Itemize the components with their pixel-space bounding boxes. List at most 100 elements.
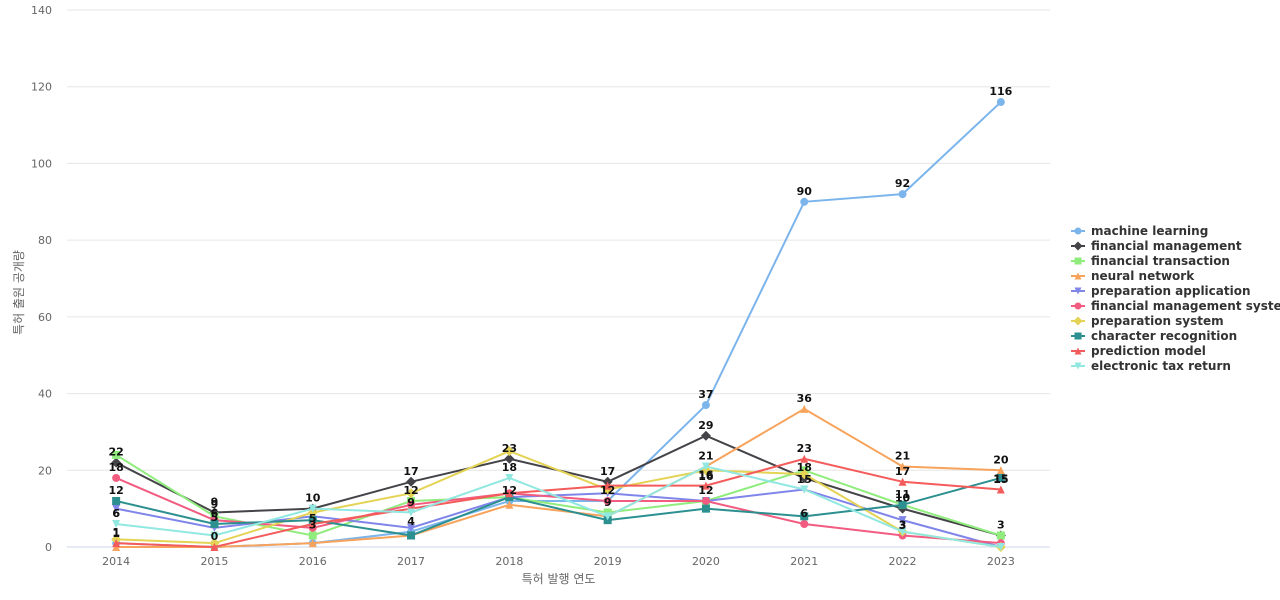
data-point[interactable] [701,504,710,513]
series-electronic-tax-return[interactable] [112,462,1005,551]
data-point[interactable] [898,190,907,199]
data-point[interactable] [701,481,710,490]
data-point[interactable] [505,500,514,509]
series-group [111,98,1006,552]
data-label: 92 [895,177,910,190]
data-point[interactable] [800,454,809,463]
data-point[interactable] [898,527,907,536]
data-point[interactable] [800,485,809,494]
data-point[interactable] [210,519,219,528]
data-point[interactable] [112,496,121,505]
data-point[interactable] [996,485,1005,494]
data-point[interactable] [210,531,219,540]
data-point[interactable] [800,404,809,413]
data-point[interactable] [799,469,810,480]
data-point[interactable] [996,98,1005,107]
legend-label: neural network [1091,269,1195,283]
gridlines [67,9,1050,548]
legend-item[interactable]: preparation system [1071,314,1224,328]
data-point[interactable] [111,457,122,468]
data-label: 1 [112,527,120,540]
data-point[interactable] [800,197,809,206]
data-point[interactable] [407,531,416,540]
data-point[interactable] [996,531,1005,540]
data-label: 6 [211,507,219,520]
data-point[interactable] [504,453,515,464]
legend-item[interactable]: prediction model [1071,344,1206,358]
legend-item[interactable]: electronic tax return [1071,359,1231,373]
data-point[interactable] [898,500,907,509]
series-neural-network[interactable] [112,404,1005,551]
series-line[interactable] [116,465,1002,548]
series-line[interactable] [116,450,1002,548]
legend-marker [1074,347,1082,355]
data-point[interactable] [996,543,1005,551]
data-label: 12 [502,484,517,497]
data-point[interactable] [701,401,710,410]
series-line[interactable] [116,101,1002,549]
x-axis-title: 특허 발행 연도 [522,571,596,586]
x-tick-label: 2022 [889,555,917,568]
data-point[interactable] [603,496,612,505]
data-point[interactable] [898,516,907,525]
series-machine-learning[interactable] [112,98,1005,551]
legend-item[interactable]: preparation application [1071,284,1251,298]
legend-item[interactable]: machine learning [1071,224,1208,238]
legend-marker [1073,316,1083,326]
data-label: 21 [895,449,910,462]
data-label: 3 [899,519,907,532]
data-point[interactable] [898,477,907,486]
data-point[interactable] [308,504,317,513]
data-point[interactable] [210,543,219,551]
y-tick-label: 0 [45,541,52,554]
data-point[interactable] [505,489,514,498]
data-point[interactable] [603,481,612,490]
data-point[interactable] [996,466,1005,475]
data-label: 17 [403,465,418,478]
series-prediction-model[interactable] [112,454,1005,551]
data-point[interactable] [112,519,121,528]
legend-item[interactable]: financial management [1071,239,1242,253]
data-point[interactable] [112,504,121,513]
data-label: 9 [211,498,219,511]
data-point[interactable] [701,462,710,471]
legend-item[interactable]: neural network [1071,269,1195,283]
x-tick-label: 2017 [397,555,425,568]
series-line[interactable] [116,407,1001,548]
data-label: 23 [797,442,812,455]
data-point[interactable] [406,488,417,499]
data-point[interactable] [308,531,317,540]
data-point[interactable] [407,508,416,517]
data-point[interactable] [898,462,907,471]
data-point[interactable] [996,473,1005,482]
series-line[interactable] [115,434,1002,537]
data-point[interactable] [112,539,121,548]
legend-item[interactable]: character recognition [1071,329,1237,343]
data-point[interactable] [112,473,121,482]
legend-marker [1074,332,1082,340]
series-line[interactable] [115,454,1002,537]
data-point[interactable] [603,512,612,521]
y-axis-ticks: 0 20 40 60 80 100 120 140 [31,4,52,554]
y-tick-label: 140 [31,4,52,17]
series-line[interactable] [116,457,1001,549]
data-point[interactable] [406,476,417,487]
data-point[interactable] [308,539,317,548]
data-point[interactable] [308,519,317,528]
legend-item[interactable]: financial management system [1071,299,1280,313]
legend-item[interactable]: financial transaction [1071,254,1230,268]
data-point[interactable] [700,430,711,441]
data-point[interactable] [407,523,416,532]
series-character-recognition[interactable] [112,473,1005,540]
data-point[interactable] [112,450,121,459]
data-point[interactable] [701,496,710,505]
data-point[interactable] [504,446,515,457]
data-point[interactable] [800,512,809,521]
data-point[interactable] [505,473,514,482]
data-label: 0 [211,530,219,543]
data-label: 6 [800,507,808,520]
data-point[interactable] [800,519,809,528]
